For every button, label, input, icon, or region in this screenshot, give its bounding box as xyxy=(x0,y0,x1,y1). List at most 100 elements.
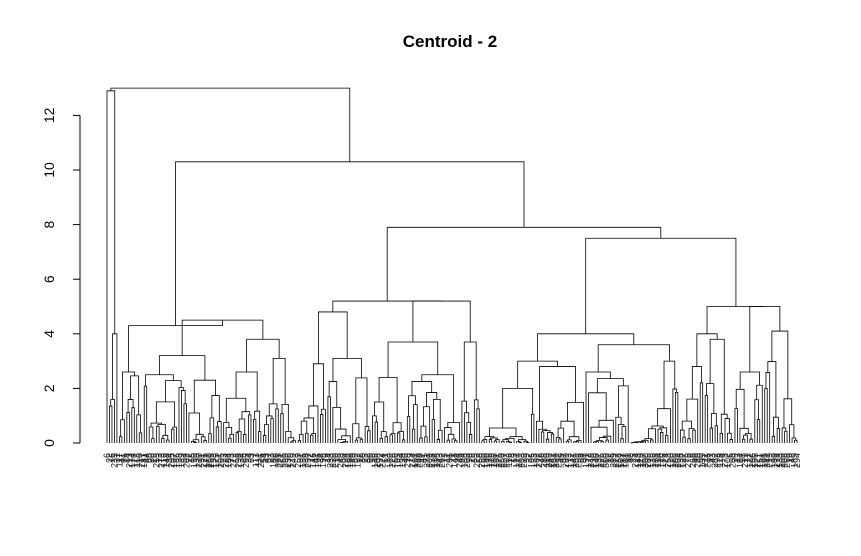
dendrogram-branch xyxy=(183,403,187,443)
leaf-label: 235 xyxy=(109,453,119,468)
leaf-label: 12 xyxy=(603,453,613,463)
dendrogram-branch xyxy=(327,396,331,443)
leaf-label: 253 xyxy=(663,453,673,468)
leaf-label: 184 xyxy=(735,453,745,468)
leaf-label: 300 xyxy=(601,453,611,468)
chart-title: Centroid - 2 xyxy=(403,32,497,51)
dendrogram-branch xyxy=(517,439,527,442)
leaf-label: 279 xyxy=(519,453,529,468)
dendrogram-branch xyxy=(495,439,500,443)
leaf-label: 34 xyxy=(315,453,325,463)
leaf-label: 40 xyxy=(400,453,410,463)
dendrogram-branch xyxy=(188,412,201,443)
leaf-label: 94 xyxy=(452,453,462,463)
leaf-label: 80 xyxy=(358,453,368,463)
y-axis: 0 2 4 6 8 10 12 xyxy=(41,107,81,447)
leaf-label: 167 xyxy=(549,453,559,468)
dendrogram-branch xyxy=(555,437,561,443)
dendrogram-branch xyxy=(451,438,457,443)
leaf-label: 116 xyxy=(504,453,514,467)
dendrogram-branch xyxy=(706,383,715,414)
leaf-label: 99 xyxy=(730,453,740,463)
leaf-label: 289 xyxy=(608,453,618,468)
dendrogram-branch xyxy=(432,398,441,431)
leaf-label: 44 xyxy=(142,453,152,463)
dendrogram-branch xyxy=(258,431,262,443)
dendrogram-branch xyxy=(253,419,257,443)
leaf-label: 133 xyxy=(529,453,539,468)
leaf-label: 115 xyxy=(159,453,169,467)
leaf-label: 158 xyxy=(459,453,469,468)
dendrogram-branch xyxy=(776,428,781,443)
dendrogram-branch xyxy=(236,430,242,443)
leaf-label: 173 xyxy=(564,453,574,468)
dendrogram-branch xyxy=(406,416,411,443)
dendrogram-branch xyxy=(557,427,565,443)
leaf-label: 205 xyxy=(216,453,226,468)
y-tick-label: 6 xyxy=(41,275,57,283)
leaf-label: 285 xyxy=(643,453,653,468)
leaf-label: 199 xyxy=(698,453,708,468)
dendrogram-branch xyxy=(420,425,427,439)
leaf-label: 275 xyxy=(683,453,693,468)
dendrogram-branch xyxy=(145,374,174,387)
dendrogram-branch xyxy=(165,380,182,402)
dendrogram-branch xyxy=(596,440,603,442)
leaf-label: 118 xyxy=(636,453,646,467)
dendrogram-branch xyxy=(585,371,611,443)
dendrogram-branch xyxy=(727,432,732,443)
leaf-label: 146 xyxy=(308,453,318,468)
y-tick-label: 8 xyxy=(41,220,57,228)
dendrogram-branch xyxy=(473,399,479,443)
leaf-label: 137 xyxy=(593,453,603,468)
leaf-label: 184 xyxy=(395,453,405,468)
dendrogram-branch xyxy=(754,399,759,443)
leaf-label: 23 xyxy=(360,453,370,463)
dendrogram-branch xyxy=(254,410,261,432)
leaf-label: 296 xyxy=(747,453,757,468)
leaf-label: 133 xyxy=(775,453,785,468)
dendrogram-branch xyxy=(464,412,470,443)
leaf-label: 118 xyxy=(715,453,725,467)
dendrogram-branch xyxy=(290,441,294,443)
leaf-label: 127 xyxy=(512,453,522,468)
dendrogram-branch xyxy=(387,341,439,378)
leaf-label: 155 xyxy=(298,453,308,468)
leaf-label: 266 xyxy=(445,453,455,468)
dendrogram-branch xyxy=(354,439,359,443)
dendrogram-branch xyxy=(378,377,398,423)
dendrogram-tree xyxy=(106,87,798,444)
leaf-label: 127 xyxy=(129,453,139,468)
leaf-label: 94 xyxy=(457,453,467,463)
leaf-label: 151 xyxy=(755,453,765,468)
dendrogram-branch xyxy=(131,407,135,443)
leaf-label: 268 xyxy=(613,453,623,468)
dendrogram-branch xyxy=(687,438,691,443)
leaf-label: 148 xyxy=(449,453,459,468)
dendrogram-branch xyxy=(126,412,130,443)
leaf-label: 300 xyxy=(641,453,651,468)
leaf-label: 203 xyxy=(462,453,472,468)
leaf-label: 127 xyxy=(678,453,688,468)
dendrogram-branch xyxy=(481,440,485,443)
dendrogram-branch xyxy=(447,422,460,443)
leaf-label: 246 xyxy=(454,453,464,468)
dendrogram-branch xyxy=(431,419,436,443)
leaf-label: 61 xyxy=(623,453,633,463)
leaf-label: 107 xyxy=(616,453,626,468)
dendrogram-branch xyxy=(262,435,267,443)
leaf-label: 75 xyxy=(186,453,196,463)
leaf-label: 257 xyxy=(303,453,313,468)
dendrogram-branch xyxy=(364,426,370,443)
leaf-label: 47 xyxy=(417,453,427,463)
leaf-label: 262 xyxy=(437,453,447,468)
dendrogram-branch xyxy=(389,434,393,443)
leaf-label: 6 xyxy=(725,453,735,458)
dendrogram-branch xyxy=(620,438,624,443)
dendrogram-branch xyxy=(280,413,284,443)
leaf-label: 23 xyxy=(266,453,276,463)
leaf-label: 22 xyxy=(104,453,114,463)
leaf-label: 206 xyxy=(670,453,680,468)
dendrogram-branch xyxy=(374,401,385,432)
dendrogram-branch xyxy=(538,428,547,443)
